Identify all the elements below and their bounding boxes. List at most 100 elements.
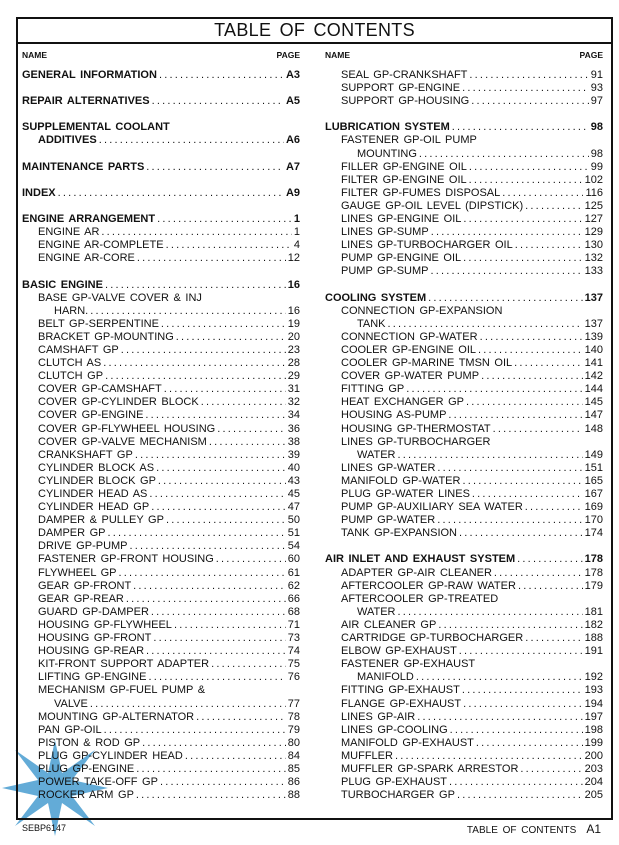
toc-section-heading[interactable]: INDEX A9	[22, 187, 300, 200]
toc-section-heading[interactable]: COOLING SYSTEM 137	[325, 292, 603, 305]
toc-entry[interactable]: HOUSING GP-THERMOSTAT 148	[325, 423, 603, 436]
toc-entry[interactable]: LINES GP-WATER 151	[325, 462, 603, 475]
toc-entry[interactable]: COVER GP-ENGINE 34	[22, 409, 300, 422]
toc-entry[interactable]: AFTERCOOLER GP-RAW WATER 179	[325, 580, 603, 593]
toc-entry[interactable]: LINES GP-COOLING 198	[325, 724, 603, 737]
toc-entry[interactable]: PUMP GP-ENGINE OIL 132	[325, 252, 603, 265]
toc-entry[interactable]: MOUNTING 98	[325, 148, 603, 161]
toc-entry[interactable]: COVER GP-CAMSHAFT 31	[22, 383, 300, 396]
toc-entry[interactable]: CRANKSHAFT GP 39	[22, 449, 300, 462]
toc-entry[interactable]: ROCKER ARM GP 88	[22, 789, 300, 802]
toc-section-heading[interactable]: ENGINE ARRANGEMENT 1	[22, 213, 300, 226]
toc-entry[interactable]: COVER GP-VALVE MECHANISM 38	[22, 436, 300, 449]
toc-entry[interactable]: FITTING GP 144	[325, 383, 603, 396]
toc-entry[interactable]: FLANGE GP-EXHAUST 194	[325, 698, 603, 711]
toc-entry[interactable]: POWER TAKE-OFF GP 86	[22, 776, 300, 789]
toc-entry[interactable]: WATER 149	[325, 449, 603, 462]
toc-entry[interactable]: COOLER GP-ENGINE OIL 140	[325, 344, 603, 357]
toc-entry[interactable]: CONNECTION GP-WATER 139	[325, 331, 603, 344]
toc-entry[interactable]: DAMPER & PULLEY GP 50	[22, 514, 300, 527]
toc-entry[interactable]: FILTER GP-FUMES DISPOSAL 116	[325, 187, 603, 200]
toc-entry[interactable]: CYLINDER HEAD GP 47	[22, 501, 300, 514]
toc-entry[interactable]: PUMP GP-AUXILIARY SEA WATER 169	[325, 501, 603, 514]
toc-entry[interactable]: HOUSING GP-REAR 74	[22, 645, 300, 658]
toc-entry[interactable]: DAMPER GP 51	[22, 527, 300, 540]
toc-entry[interactable]: PLUG GP-ENGINE 85	[22, 763, 300, 776]
toc-entry[interactable]: DRIVE GP-PUMP 54	[22, 540, 300, 553]
toc-entry[interactable]: TURBOCHARGER GP 205	[325, 789, 603, 802]
toc-section-heading[interactable]: LUBRICATION SYSTEM 98	[325, 121, 603, 134]
toc-entry[interactable]: LIFTING GP-ENGINE 76	[22, 671, 300, 684]
toc-entry[interactable]: GEAR GP-FRONT 62	[22, 580, 300, 593]
toc-section-heading[interactable]: REPAIR ALTERNATIVES A5	[22, 95, 300, 108]
toc-entry[interactable]: FASTENER GP-FRONT HOUSING 60	[22, 553, 300, 566]
toc-entry[interactable]: SUPPORT GP-HOUSING 97	[325, 95, 603, 108]
toc-section-heading[interactable]: ADDITIVES A6	[22, 134, 300, 147]
toc-entry[interactable]: LINES GP-SUMP 129	[325, 226, 603, 239]
toc-entry[interactable]: VALVE 77	[22, 698, 300, 711]
toc-entry[interactable]: FASTENER GP-OIL PUMP	[325, 134, 603, 147]
toc-entry[interactable]: COOLER GP-MARINE TMSN OIL 141	[325, 357, 603, 370]
toc-entry[interactable]: PLUG GP-EXHAUST 204	[325, 776, 603, 789]
toc-entry[interactable]: LINES GP-ENGINE OIL 127	[325, 213, 603, 226]
toc-entry[interactable]: FASTENER GP-EXHAUST	[325, 658, 603, 671]
toc-entry[interactable]: CYLINDER BLOCK GP 43	[22, 475, 300, 488]
toc-entry[interactable]: MANIFOLD 192	[325, 671, 603, 684]
toc-entry[interactable]: GAUGE GP-OIL LEVEL (DIPSTICK) 125	[325, 200, 603, 213]
toc-entry[interactable]: FILTER GP-ENGINE OIL 102	[325, 174, 603, 187]
toc-entry[interactable]: HOUSING GP-FLYWHEEL 71	[22, 619, 300, 632]
toc-entry[interactable]: CYLINDER BLOCK AS 40	[22, 462, 300, 475]
toc-entry[interactable]: TANK GP-EXPANSION 174	[325, 527, 603, 540]
toc-entry[interactable]: BASE GP-VALVE COVER & INJ	[22, 292, 300, 305]
toc-entry[interactable]: PLUG GP-WATER LINES 167	[325, 488, 603, 501]
toc-entry[interactable]: KIT-FRONT SUPPORT ADAPTER 75	[22, 658, 300, 671]
toc-entry[interactable]: COVER GP-CYLINDER BLOCK 32	[22, 396, 300, 409]
toc-entry[interactable]: MANIFOLD GP-WATER 165	[325, 475, 603, 488]
toc-entry[interactable]: CONNECTION GP-EXPANSION	[325, 305, 603, 318]
toc-entry[interactable]: CAMSHAFT GP 23	[22, 344, 300, 357]
toc-section-heading[interactable]: MAINTENANCE PARTS A7	[22, 161, 300, 174]
toc-entry[interactable]: ELBOW GP-EXHAUST 191	[325, 645, 603, 658]
toc-entry[interactable]: BELT GP-SERPENTINE 19	[22, 318, 300, 331]
toc-entry[interactable]: FITTING GP-EXHAUST 193	[325, 684, 603, 697]
toc-entry[interactable]: SUPPORT GP-ENGINE 93	[325, 82, 603, 95]
toc-section-heading[interactable]: SUPPLEMENTAL COOLANT	[22, 121, 300, 134]
toc-entry[interactable]: PISTON & ROD GP 80	[22, 737, 300, 750]
toc-entry[interactable]: AIR CLEANER GP 182	[325, 619, 603, 632]
toc-entry[interactable]: ENGINE AR-COMPLETE 4	[22, 239, 300, 252]
toc-entry[interactable]: MOUNTING GP-ALTERNATOR 78	[22, 711, 300, 724]
toc-entry[interactable]: HOUSING AS-PUMP 147	[325, 409, 603, 422]
toc-entry[interactable]: GEAR GP-REAR 66	[22, 593, 300, 606]
toc-entry[interactable]: COVER GP-WATER PUMP 142	[325, 370, 603, 383]
toc-entry[interactable]: PAN GP-OIL 79	[22, 724, 300, 737]
toc-entry[interactable]: PUMP GP-SUMP 133	[325, 265, 603, 278]
toc-entry[interactable]: HEAT EXCHANGER GP 145	[325, 396, 603, 409]
toc-entry[interactable]: CARTRIDGE GP-TURBOCHARGER 188	[325, 632, 603, 645]
toc-entry[interactable]: CYLINDER HEAD AS 45	[22, 488, 300, 501]
toc-entry[interactable]: MUFFLER 200	[325, 750, 603, 763]
toc-entry[interactable]: ENGINE AR 1	[22, 226, 300, 239]
toc-entry[interactable]: BRACKET GP-MOUNTING 20	[22, 331, 300, 344]
toc-entry[interactable]: MUFFLER GP-SPARK ARRESTOR 203	[325, 763, 603, 776]
toc-entry[interactable]: LINES GP-TURBOCHARGER	[325, 436, 603, 449]
toc-entry[interactable]: WATER 181	[325, 606, 603, 619]
toc-entry[interactable]: LINES GP-AIR 197	[325, 711, 603, 724]
toc-entry[interactable]: MANIFOLD GP-EXHAUST 199	[325, 737, 603, 750]
toc-entry[interactable]: TANK 137	[325, 318, 603, 331]
toc-entry[interactable]: HOUSING GP-FRONT 73	[22, 632, 300, 645]
toc-entry[interactable]: CLUTCH AS 28	[22, 357, 300, 370]
toc-entry[interactable]: COVER GP-FLYWHEEL HOUSING 36	[22, 423, 300, 436]
toc-section-heading[interactable]: AIR INLET AND EXHAUST SYSTEM 178	[325, 553, 603, 566]
toc-entry[interactable]: HARN. 16	[22, 305, 300, 318]
toc-entry[interactable]: ADAPTER GP-AIR CLEANER 178	[325, 567, 603, 580]
toc-section-heading[interactable]: BASIC ENGINE 16	[22, 279, 300, 292]
toc-entry[interactable]: PLUG GP-CYLINDER HEAD 84	[22, 750, 300, 763]
toc-entry[interactable]: SEAL GP-CRANKSHAFT 91	[325, 69, 603, 82]
toc-entry[interactable]: FILLER GP-ENGINE OIL 99	[325, 161, 603, 174]
toc-entry[interactable]: PUMP GP-WATER 170	[325, 514, 603, 527]
toc-section-heading[interactable]: GENERAL INFORMATION A3	[22, 69, 300, 82]
toc-entry[interactable]: FLYWHEEL GP 61	[22, 567, 300, 580]
toc-entry[interactable]: GUARD GP-DAMPER 68	[22, 606, 300, 619]
toc-entry[interactable]: LINES GP-TURBOCHARGER OIL 130	[325, 239, 603, 252]
toc-entry[interactable]: CLUTCH GP 29	[22, 370, 300, 383]
